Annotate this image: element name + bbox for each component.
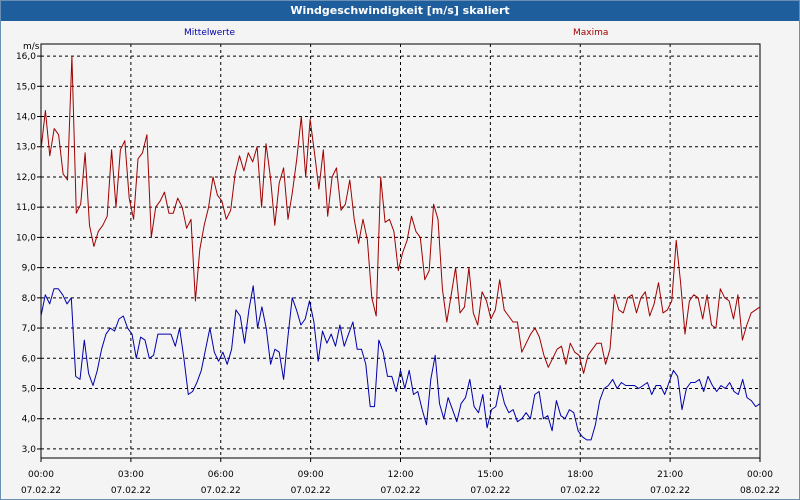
- x-tick-date: 07.02.22: [470, 486, 510, 496]
- grid-lines: [41, 44, 760, 458]
- x-tick-time: 03:00: [118, 470, 144, 480]
- x-tick-date: 07.02.22: [111, 486, 151, 496]
- y-tick-label: 5,0: [22, 384, 37, 394]
- series-line-maxima: [40, 55, 761, 374]
- x-tick-date: 08.02.22: [740, 486, 780, 496]
- x-tick-date: 07.02.22: [650, 486, 690, 496]
- x-tick-time: 18:00: [567, 470, 593, 480]
- x-tick-date: 07.02.22: [380, 486, 420, 496]
- y-tick-label: 16,0: [16, 52, 36, 62]
- x-tick-time: 00:00: [28, 470, 54, 480]
- y-tick-label: 3,0: [22, 445, 37, 455]
- y-tick-label: 10,0: [16, 233, 36, 243]
- x-tick-time: 12:00: [388, 470, 414, 480]
- x-tick-time: 21:00: [657, 470, 683, 480]
- y-tick-label: 14,0: [16, 113, 36, 123]
- window-title: Windgeschwindigkeit [m/s] skaliert: [1, 1, 799, 21]
- x-axis-ticks: 00:00 07.02.22 03:00 07.02.22 06:00 07.02.22 0…: [21, 458, 780, 496]
- y-tick-label: 8,0: [22, 294, 37, 304]
- y-tick-label: 15,0: [16, 82, 36, 92]
- x-tick-time: 09:00: [298, 470, 324, 480]
- legend-max: Maxima: [573, 28, 608, 38]
- y-tick-label: 6,0: [22, 354, 37, 364]
- x-tick-date: 07.02.22: [201, 486, 241, 496]
- x-tick-date: 07.02.22: [560, 486, 600, 496]
- y-tick-label: 13,0: [16, 143, 36, 153]
- data-series: [40, 55, 761, 441]
- y-tick-label: 11,0: [16, 203, 36, 213]
- y-tick-label: 4,0: [22, 415, 37, 425]
- wind-speed-chart: Mittelwerte Maxima m/s 3,0 4,0 5,0 6,0 7,0 8,…: [16, 28, 780, 496]
- series-line-mittelwerte: [40, 285, 761, 441]
- x-tick-date: 07.02.22: [291, 486, 331, 496]
- x-tick-date: 07.02.22: [21, 486, 61, 496]
- x-tick-time: 15:00: [477, 470, 503, 480]
- legend-mean: Mittelwerte: [184, 28, 235, 38]
- y-axis-ticks: 3,0 4,0 5,0 6,0 7,0 8,0 9,0 10,0 11,0 12,0 13,0 14,…: [16, 52, 41, 455]
- y-axis-unit: m/s: [23, 42, 40, 52]
- y-tick-label: 9,0: [22, 264, 37, 274]
- y-tick-label: 7,0: [22, 324, 37, 334]
- x-tick-time: 00:00: [747, 470, 773, 480]
- y-tick-label: 12,0: [16, 173, 36, 183]
- x-tick-time: 06:00: [208, 470, 234, 480]
